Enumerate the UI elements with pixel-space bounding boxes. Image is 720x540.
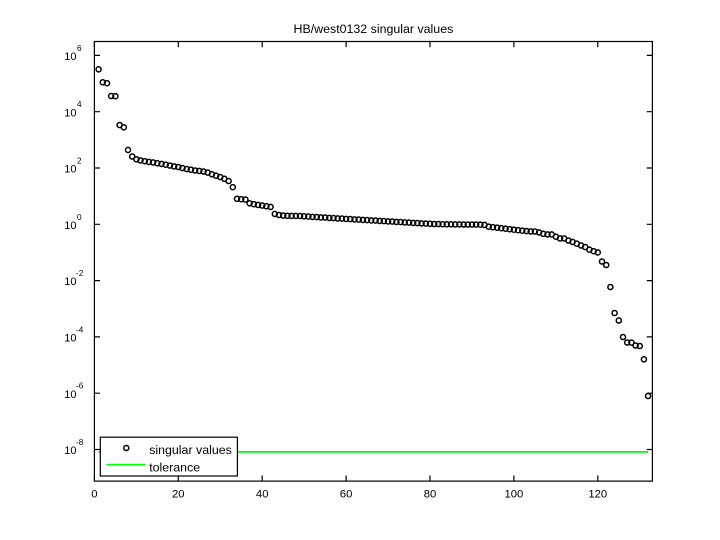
svg-text:10: 10 bbox=[64, 51, 76, 63]
svg-text:6: 6 bbox=[77, 44, 82, 53]
svg-text:100: 100 bbox=[504, 488, 523, 500]
svg-text:2: 2 bbox=[77, 157, 82, 166]
svg-text:80: 80 bbox=[424, 488, 437, 500]
svg-text:singular values: singular values bbox=[149, 443, 232, 457]
svg-text:10: 10 bbox=[64, 107, 76, 119]
svg-text:-6: -6 bbox=[76, 382, 84, 391]
svg-text:0: 0 bbox=[91, 488, 97, 500]
svg-text:10: 10 bbox=[64, 164, 76, 176]
svg-text:20: 20 bbox=[172, 488, 185, 500]
svg-text:-2: -2 bbox=[76, 269, 84, 278]
svg-text:40: 40 bbox=[256, 488, 269, 500]
svg-text:-8: -8 bbox=[76, 438, 84, 447]
svg-text:10: 10 bbox=[64, 445, 76, 457]
svg-text:10: 10 bbox=[64, 220, 76, 232]
svg-text:120: 120 bbox=[588, 488, 607, 500]
svg-text:-4: -4 bbox=[76, 325, 84, 334]
svg-text:10: 10 bbox=[64, 389, 76, 401]
svg-text:HB/west0132 singular values: HB/west0132 singular values bbox=[294, 22, 454, 36]
svg-text:60: 60 bbox=[340, 488, 353, 500]
svg-text:10: 10 bbox=[64, 276, 76, 288]
svg-text:4: 4 bbox=[77, 100, 82, 109]
svg-text:10: 10 bbox=[64, 333, 76, 345]
svg-text:tolerance: tolerance bbox=[149, 460, 200, 474]
svg-text:0: 0 bbox=[77, 213, 82, 222]
